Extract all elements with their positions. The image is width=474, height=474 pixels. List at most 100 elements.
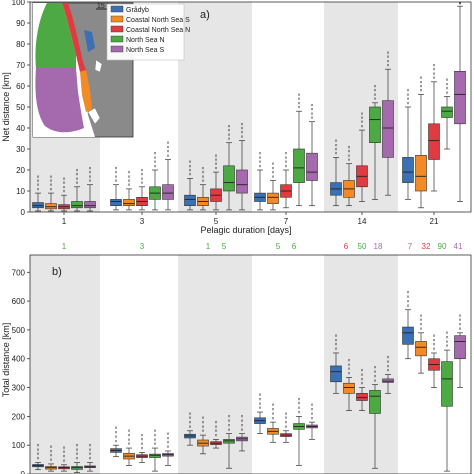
outlier-marker: × bbox=[420, 322, 423, 328]
outlier-marker: × bbox=[387, 368, 390, 374]
panel-b-box-grado-5: ×××× bbox=[184, 411, 196, 446]
outlier-marker: × bbox=[361, 381, 364, 387]
count-label: 7 bbox=[408, 242, 413, 251]
outlier-marker: × bbox=[89, 456, 92, 462]
box-iqr bbox=[402, 326, 414, 345]
outlier-marker: × bbox=[387, 50, 390, 56]
outlier-marker: × bbox=[215, 420, 218, 426]
outlier-marker: × bbox=[89, 170, 92, 176]
outlier-marker: × bbox=[50, 187, 53, 193]
outlier-marker: × bbox=[76, 176, 79, 182]
legend-label-coastal-n: Coastal North Sea N bbox=[126, 27, 190, 34]
outlier-marker: × bbox=[128, 437, 131, 443]
outlier-marker: × bbox=[433, 347, 436, 353]
outlier-marker: × bbox=[272, 416, 275, 422]
outlier-marker: × bbox=[285, 416, 288, 422]
panel-b-box-north-s-1: ×××× bbox=[84, 443, 96, 472]
outlier-marker: × bbox=[189, 424, 192, 430]
legend-swatch-grado bbox=[110, 5, 124, 13]
outlier-marker: × bbox=[89, 443, 92, 449]
outlier-marker: × bbox=[387, 63, 390, 69]
panel-b-box-north-n-5: ×××× bbox=[223, 414, 235, 469]
outlier-marker: × bbox=[335, 143, 338, 149]
outlier-marker: × bbox=[202, 166, 205, 172]
outlier-marker: × bbox=[285, 160, 288, 166]
outlier-marker: × bbox=[298, 105, 301, 111]
outlier-marker: × bbox=[407, 303, 410, 309]
outlier-marker: × bbox=[202, 424, 205, 430]
panel-a-ytick-label: 50 bbox=[16, 103, 25, 112]
outlier-marker: × bbox=[128, 179, 131, 185]
box-iqr bbox=[415, 341, 427, 357]
box-iqr bbox=[441, 361, 453, 407]
panel-b-box-coastal-s-1: ×××× bbox=[45, 444, 57, 472]
outlier-marker: × bbox=[128, 174, 131, 180]
panel-b-box-north-n-14: ×××× bbox=[369, 365, 381, 469]
panel-b-top-counts: 1 3 1 5 5 6 6 50 18 7 32 90 41 bbox=[62, 242, 463, 251]
panel-a-box-coastal-n-14: ×××× bbox=[356, 111, 368, 202]
panel-b-box-grado-3: ×××× bbox=[110, 426, 122, 458]
box-iqr bbox=[454, 335, 466, 360]
outlier-marker: × bbox=[433, 67, 436, 73]
outlier-marker: × bbox=[361, 120, 364, 126]
outlier-marker: × bbox=[37, 183, 40, 189]
box-iqr bbox=[441, 106, 453, 118]
outlier-marker: × bbox=[241, 423, 244, 429]
outlier-marker: × bbox=[361, 372, 364, 378]
outlier-marker: × bbox=[272, 162, 275, 168]
panel-b-box-coastal-n-7: ×××× bbox=[280, 411, 292, 443]
panel-a-ytick-label: 80 bbox=[16, 40, 25, 49]
panel-a-boxes: ×××××××××××××××× ××××××××××××××××××××××××… bbox=[32, 1, 466, 212]
outlier-marker: × bbox=[37, 452, 40, 458]
panel-b-box-coastal-s-14: ×××× bbox=[343, 358, 355, 411]
panel-a-ytick-label: 20 bbox=[16, 166, 25, 175]
panel-b-ytick-label: 500 bbox=[12, 326, 26, 335]
outlier-marker: × bbox=[228, 427, 231, 433]
outlier-marker: × bbox=[189, 172, 192, 178]
panel-a-box-coastal-s-3: ×××× bbox=[123, 170, 135, 211]
panel-a-ytick-label: 70 bbox=[16, 61, 25, 70]
outlier-marker: × bbox=[420, 88, 423, 94]
panel-b-y-axis: 0 100 200 300 400 500 600 700 bbox=[12, 268, 30, 474]
outlier-marker: × bbox=[374, 374, 377, 380]
outlier-marker: × bbox=[259, 160, 262, 166]
outlier-marker: × bbox=[420, 76, 423, 82]
panel-a-box-grado-21: ×××× bbox=[402, 88, 414, 200]
outlier-marker: × bbox=[50, 449, 53, 455]
outlier-marker: × bbox=[259, 155, 262, 161]
outlier-marker: × bbox=[228, 423, 231, 429]
panel-b-box-north-s-5: ×××× bbox=[236, 414, 248, 452]
outlier-marker: × bbox=[115, 439, 118, 445]
panel-a-xlabel: Pelagic duration [days] bbox=[200, 225, 291, 235]
outlier-marker: × bbox=[335, 342, 338, 348]
outlier-marker: × bbox=[459, 322, 462, 328]
panel-a-box-north-n-5: ×××× bbox=[223, 124, 235, 211]
count-label: 5 bbox=[222, 242, 227, 251]
panel-b-box-grado-7: ×××× bbox=[254, 393, 266, 435]
map-region-north-sea-s bbox=[35, 68, 84, 133]
box-iqr bbox=[223, 165, 235, 192]
outlier-marker: × bbox=[285, 164, 288, 170]
outlier-marker: × bbox=[154, 429, 157, 435]
outlier-marker: × bbox=[141, 168, 144, 174]
panel-a-label: a) bbox=[200, 9, 210, 21]
outlier-marker: × bbox=[154, 442, 157, 448]
box-iqr bbox=[402, 157, 414, 183]
panel-a-box-north-s-14: ×××× bbox=[382, 50, 394, 196]
outlier-marker: × bbox=[259, 164, 262, 170]
outlier-marker: × bbox=[141, 433, 144, 439]
panel-a-ytick-label: 60 bbox=[16, 82, 25, 91]
outlier-marker: × bbox=[76, 447, 79, 453]
count-label: 1 bbox=[206, 242, 211, 251]
outlier-marker: × bbox=[128, 170, 131, 176]
legend-swatch-north-s bbox=[110, 45, 124, 53]
panel-a-box-coastal-s-21: ×××× bbox=[415, 76, 427, 209]
outlier-marker: × bbox=[154, 433, 157, 439]
outlier-marker: × bbox=[115, 179, 118, 185]
outlier-marker: × bbox=[361, 116, 364, 122]
panel-a-box-coastal-n-3: ×××× bbox=[136, 168, 148, 211]
outlier-marker: × bbox=[63, 176, 66, 182]
outlier-marker: × bbox=[189, 420, 192, 426]
outlier-marker: × bbox=[407, 92, 410, 98]
outlier-marker: × bbox=[202, 179, 205, 185]
